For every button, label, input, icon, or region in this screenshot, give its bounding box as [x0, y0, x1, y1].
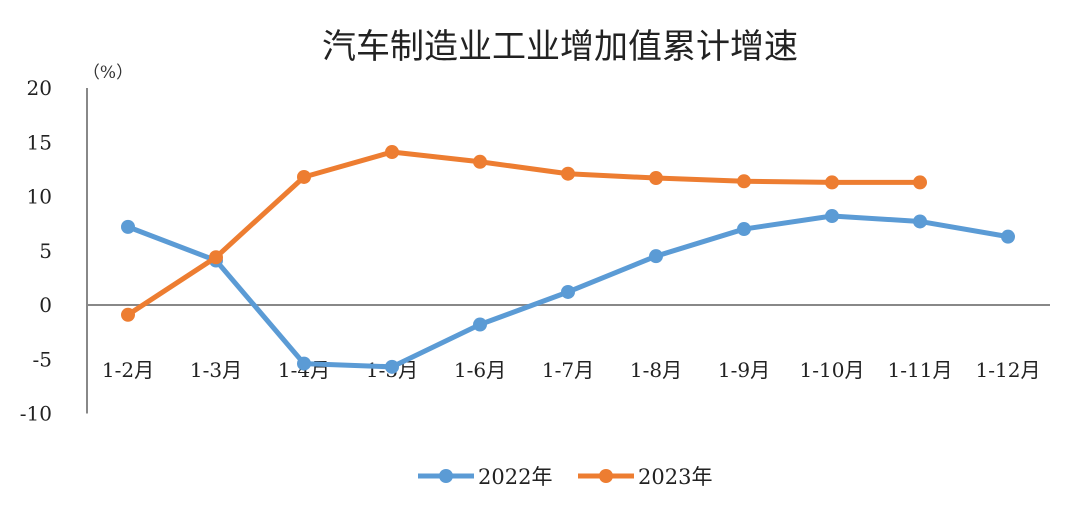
data-point [913, 214, 927, 229]
series-line [126, 149, 920, 317]
data-point [737, 222, 751, 237]
legend-marker [439, 469, 453, 483]
chart-title: 汽车制造业工业增加值累计增速 [322, 27, 798, 67]
x-tick-label: 1-11月 [888, 358, 953, 382]
y-tick-label: 5 [39, 239, 52, 263]
y-unit-label: （%） [83, 63, 133, 83]
series-2023年 [121, 145, 927, 322]
x-tick-label: 1-12月 [976, 358, 1041, 382]
x-tick-label: 1-2月 [102, 358, 154, 382]
y-tick-label: 10 [27, 185, 52, 209]
series-2022年 [121, 209, 1015, 374]
data-point [297, 169, 311, 184]
data-point [649, 171, 663, 186]
data-point [121, 219, 135, 234]
x-tick-label: 1-6月 [454, 358, 506, 382]
data-point [913, 175, 927, 190]
data-point [825, 175, 839, 190]
data-point [561, 166, 575, 181]
data-point [737, 174, 751, 189]
data-point [121, 307, 135, 322]
legend-label: 2023年 [638, 465, 712, 489]
data-point [473, 317, 487, 332]
y-tick-label: -5 [33, 347, 52, 371]
data-point [649, 249, 663, 264]
y-tick-label: 15 [27, 130, 52, 154]
y-tick-label: -10 [20, 402, 52, 426]
x-tick-label: 1-3月 [190, 358, 242, 382]
data-point [297, 356, 311, 371]
data-point [1001, 229, 1015, 244]
data-point [385, 359, 399, 374]
data-point [825, 209, 839, 224]
x-tick-label: 1-8月 [630, 358, 682, 382]
data-point [473, 154, 487, 169]
x-tick-label: 1-9月 [718, 358, 770, 382]
data-point [561, 284, 575, 299]
y-tick-label: 20 [27, 76, 52, 100]
y-tick-label: 0 [39, 293, 52, 317]
data-point [385, 145, 399, 160]
legend-item: 2023年 [578, 465, 712, 489]
legend-label: 2022年 [478, 465, 552, 489]
x-tick-label: 1-10月 [800, 358, 865, 382]
data-point [209, 250, 223, 265]
legend-item: 2022年 [418, 465, 552, 489]
x-tick-label: 1-7月 [542, 358, 594, 382]
legend-marker [599, 469, 613, 483]
